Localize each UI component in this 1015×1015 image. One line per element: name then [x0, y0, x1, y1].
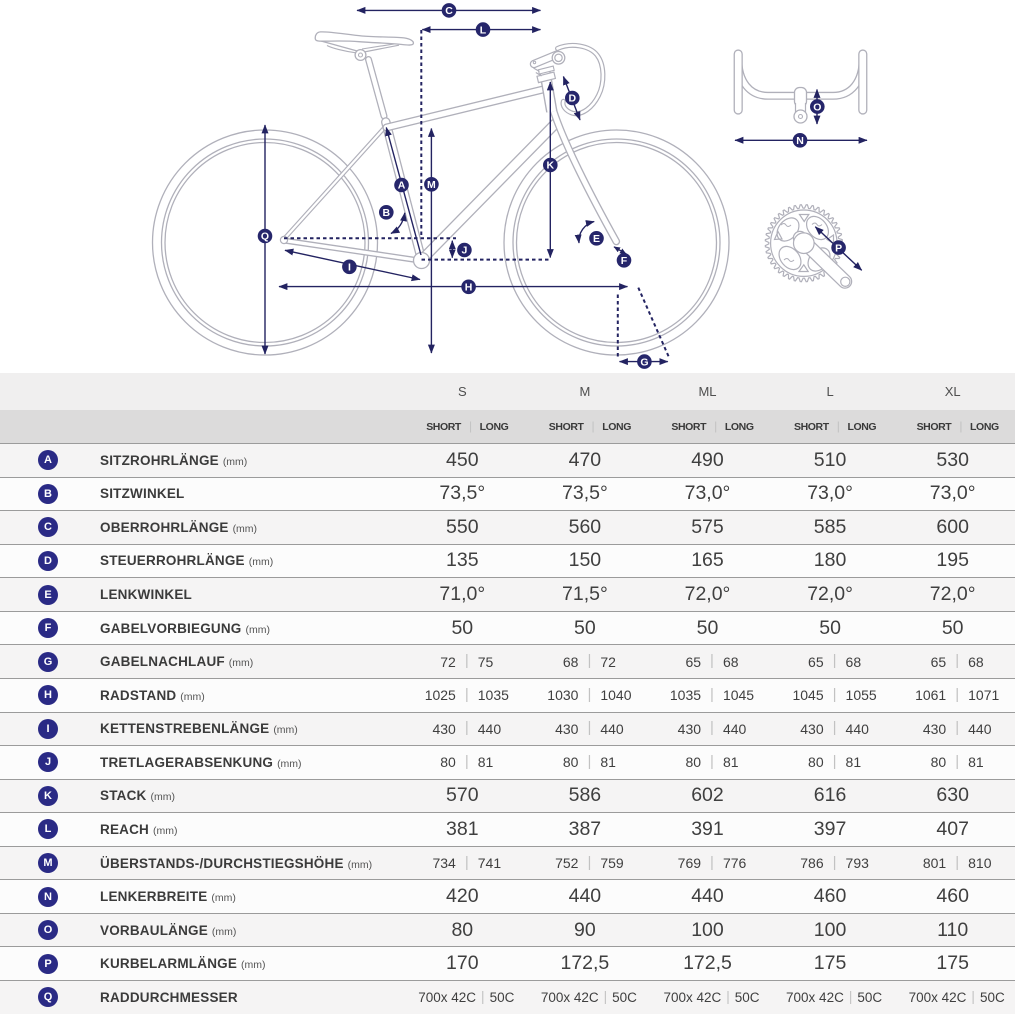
- svg-text:G: G: [640, 356, 648, 368]
- svg-text:K: K: [547, 160, 555, 172]
- svg-text:A: A: [398, 180, 406, 192]
- svg-text:Q: Q: [261, 231, 269, 243]
- svg-text:D: D: [569, 93, 577, 105]
- svg-text:F: F: [621, 255, 628, 267]
- svg-text:M: M: [427, 179, 436, 191]
- svg-text:J: J: [461, 245, 467, 257]
- svg-text:I: I: [348, 262, 351, 274]
- svg-text:P: P: [835, 242, 842, 254]
- svg-text:E: E: [593, 233, 600, 245]
- svg-text:O: O: [813, 101, 821, 113]
- svg-text:H: H: [465, 282, 473, 294]
- svg-text:C: C: [445, 5, 453, 17]
- svg-text:L: L: [480, 24, 487, 36]
- svg-text:B: B: [383, 207, 391, 219]
- svg-text:N: N: [796, 135, 804, 147]
